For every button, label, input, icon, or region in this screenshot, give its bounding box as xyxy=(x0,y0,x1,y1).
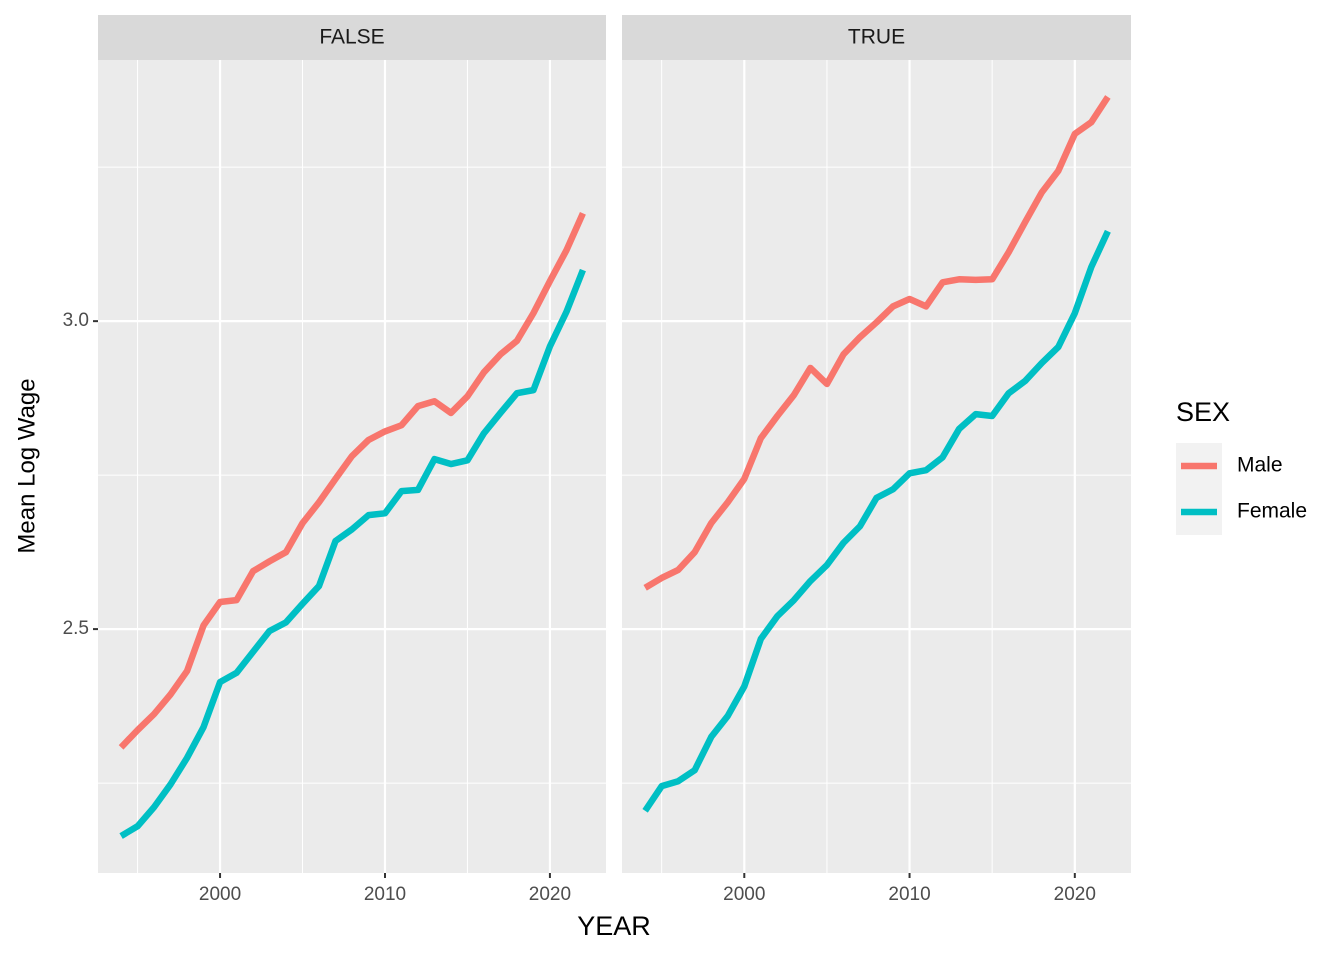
line-series xyxy=(643,95,1111,591)
legend-label: Female xyxy=(1237,500,1307,523)
legend-label: Male xyxy=(1237,454,1283,477)
x-tick-label: 2010 xyxy=(364,884,406,905)
panel-background xyxy=(622,60,1131,873)
strip xyxy=(98,15,606,60)
x-tick-label: 2000 xyxy=(199,884,241,905)
x-tick-label: 2020 xyxy=(529,884,571,905)
line-series xyxy=(118,212,586,750)
line-series xyxy=(642,229,1111,813)
panel-background xyxy=(98,60,606,873)
facet-title: TRUE xyxy=(848,26,905,49)
y-tick-label: 2.5 xyxy=(63,618,89,639)
facet-title: FALSE xyxy=(319,26,384,49)
x-tick-label: 2010 xyxy=(888,884,930,905)
x-axis-label: YEAR xyxy=(577,911,651,941)
y-axis-label: Mean Log Wage xyxy=(13,378,40,553)
strip xyxy=(622,15,1131,60)
x-tick-label: 2020 xyxy=(1054,884,1096,905)
legend-title: SEX xyxy=(1176,397,1230,427)
y-tick-label: 3.0 xyxy=(63,310,89,331)
line-series xyxy=(119,268,586,839)
x-tick-label: 2000 xyxy=(723,884,765,905)
